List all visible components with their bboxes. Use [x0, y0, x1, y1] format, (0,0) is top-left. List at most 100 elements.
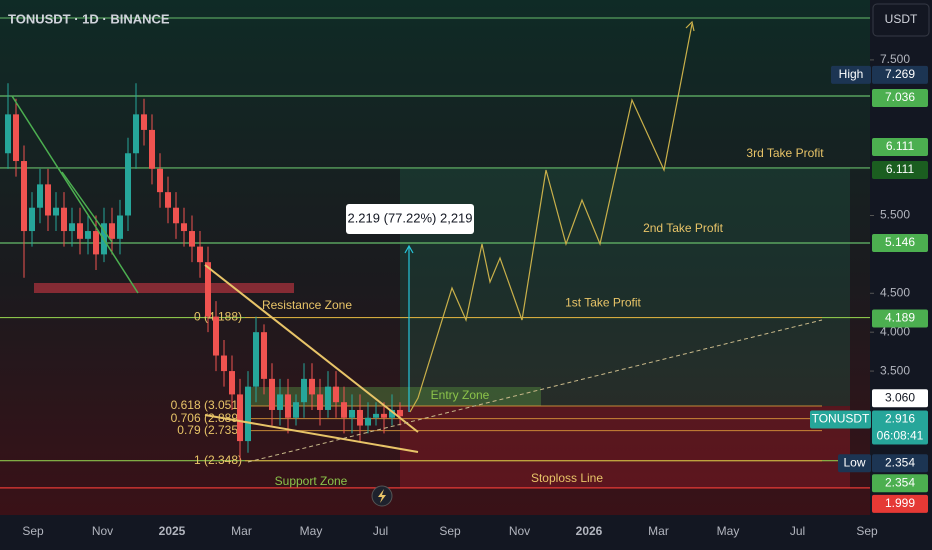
candle-body [189, 231, 195, 247]
dashed-trend [247, 319, 823, 463]
price-box [872, 88, 928, 107]
price-box [872, 410, 928, 445]
triangle-top [204, 264, 419, 433]
candle-body [285, 394, 291, 418]
measure-box [346, 204, 474, 234]
price-tag [831, 65, 871, 84]
price-label: 3.060 [885, 390, 915, 404]
candle-body [157, 168, 163, 193]
candle-body [309, 378, 315, 395]
x-tick-label: 2025 [159, 524, 186, 538]
stoploss-zone [400, 406, 850, 488]
candle-body [109, 223, 115, 239]
candle-body [269, 378, 275, 410]
candle-body [293, 402, 299, 418]
candle-body [349, 409, 355, 418]
x-tick-label: Jul [373, 524, 388, 538]
x-tick-label: Jul [790, 524, 805, 538]
y-tick-label: 5.500 [880, 208, 910, 222]
price-label: 6.111 [886, 139, 915, 153]
x-tick-label: May [717, 524, 740, 538]
projection-path [409, 23, 693, 413]
candle-body [301, 378, 307, 403]
time-axis [0, 515, 870, 550]
currency-label: USDT [885, 12, 918, 26]
triangle-bottom [204, 414, 419, 453]
candle-body [253, 332, 259, 387]
currency-button[interactable] [872, 3, 930, 37]
y-tick-label: 4.000 [880, 324, 910, 338]
candle-body [29, 207, 35, 232]
price-label: 4.189 [885, 311, 915, 325]
candle-body [397, 409, 403, 417]
lines: 3rd Take Profit 2nd Take Profit 1st Take P… [0, 95, 870, 489]
candle-body [141, 114, 147, 130]
candle-body [381, 413, 387, 418]
candle-body [245, 386, 251, 442]
candle-body [197, 246, 203, 263]
zone-label: Entry Zone [431, 388, 490, 402]
price-label: 2.354 [885, 475, 915, 489]
plot-background [0, 0, 870, 515]
candle-body [181, 223, 187, 232]
level-label: 2nd Take Profit [643, 221, 723, 235]
fib-label: 0.79 (2.735) [177, 423, 242, 437]
price-box [872, 474, 928, 493]
fib-label: 0.618 (3.051) [171, 398, 242, 412]
price-label: 7.269 [885, 67, 915, 81]
candle-body [125, 153, 131, 216]
candle-body [221, 355, 227, 372]
resistance-band [34, 283, 294, 293]
candle-body [21, 161, 27, 232]
price-box [872, 137, 928, 156]
price-label: 7.036 [885, 90, 915, 104]
candle-body [325, 386, 331, 410]
candle-body [229, 371, 235, 395]
candle-body [261, 332, 267, 379]
y-tick-label: 3.500 [880, 363, 910, 377]
candle-body [237, 394, 243, 442]
price-label: 1.999 [885, 496, 915, 510]
y-tick-label: 4.500 [880, 285, 910, 299]
candle-body [317, 394, 323, 410]
target-zone [400, 167, 850, 407]
trendline [11, 95, 139, 294]
candle-body [341, 402, 347, 418]
candle-body [357, 409, 363, 426]
price-tag [838, 454, 871, 473]
level-label: 1st Take Profit [565, 296, 641, 310]
price-tag [810, 410, 871, 429]
price-box [872, 494, 928, 513]
fib-label: 1 (2.348) [194, 453, 242, 467]
price-label: 2.916 [885, 412, 915, 426]
measure-arrow [404, 244, 414, 254]
x-tick-label: Sep [439, 524, 461, 538]
level-label: 3rd Take Profit [746, 146, 824, 160]
price-tag-label: High [839, 67, 864, 81]
candle-body [85, 231, 91, 239]
fib-label: 0.706 (2.889) [171, 411, 242, 425]
zone-label: Resistance Zone [262, 298, 352, 312]
x-tick-label: Nov [509, 524, 530, 538]
price-box [872, 160, 928, 179]
candle-body [37, 184, 43, 208]
candle-body [5, 114, 11, 154]
x-tick-label: Mar [648, 524, 669, 538]
x-tick-label: 2026 [576, 524, 603, 538]
candle-body [373, 413, 379, 418]
x-tick-label: May [300, 524, 323, 538]
projection-arrow [685, 20, 695, 32]
zone-label: Stoploss Line [531, 471, 603, 485]
axis-labels: 7.500 5.500 4.500 4.000 3.500 Sep Nov 2025 Mar Ma… [22, 52, 928, 538]
candle-body [389, 409, 395, 418]
zone-label: Support Zone [275, 474, 348, 488]
drawings: 2.219 (77.22%) 2,219 [11, 20, 823, 507]
candle-body [149, 129, 155, 169]
candle-body [173, 207, 179, 224]
x-tick-label: Sep [856, 524, 878, 538]
candle-body [53, 207, 59, 216]
flash-glyph [378, 489, 386, 503]
candle-body [45, 184, 51, 216]
price-box [872, 309, 928, 328]
